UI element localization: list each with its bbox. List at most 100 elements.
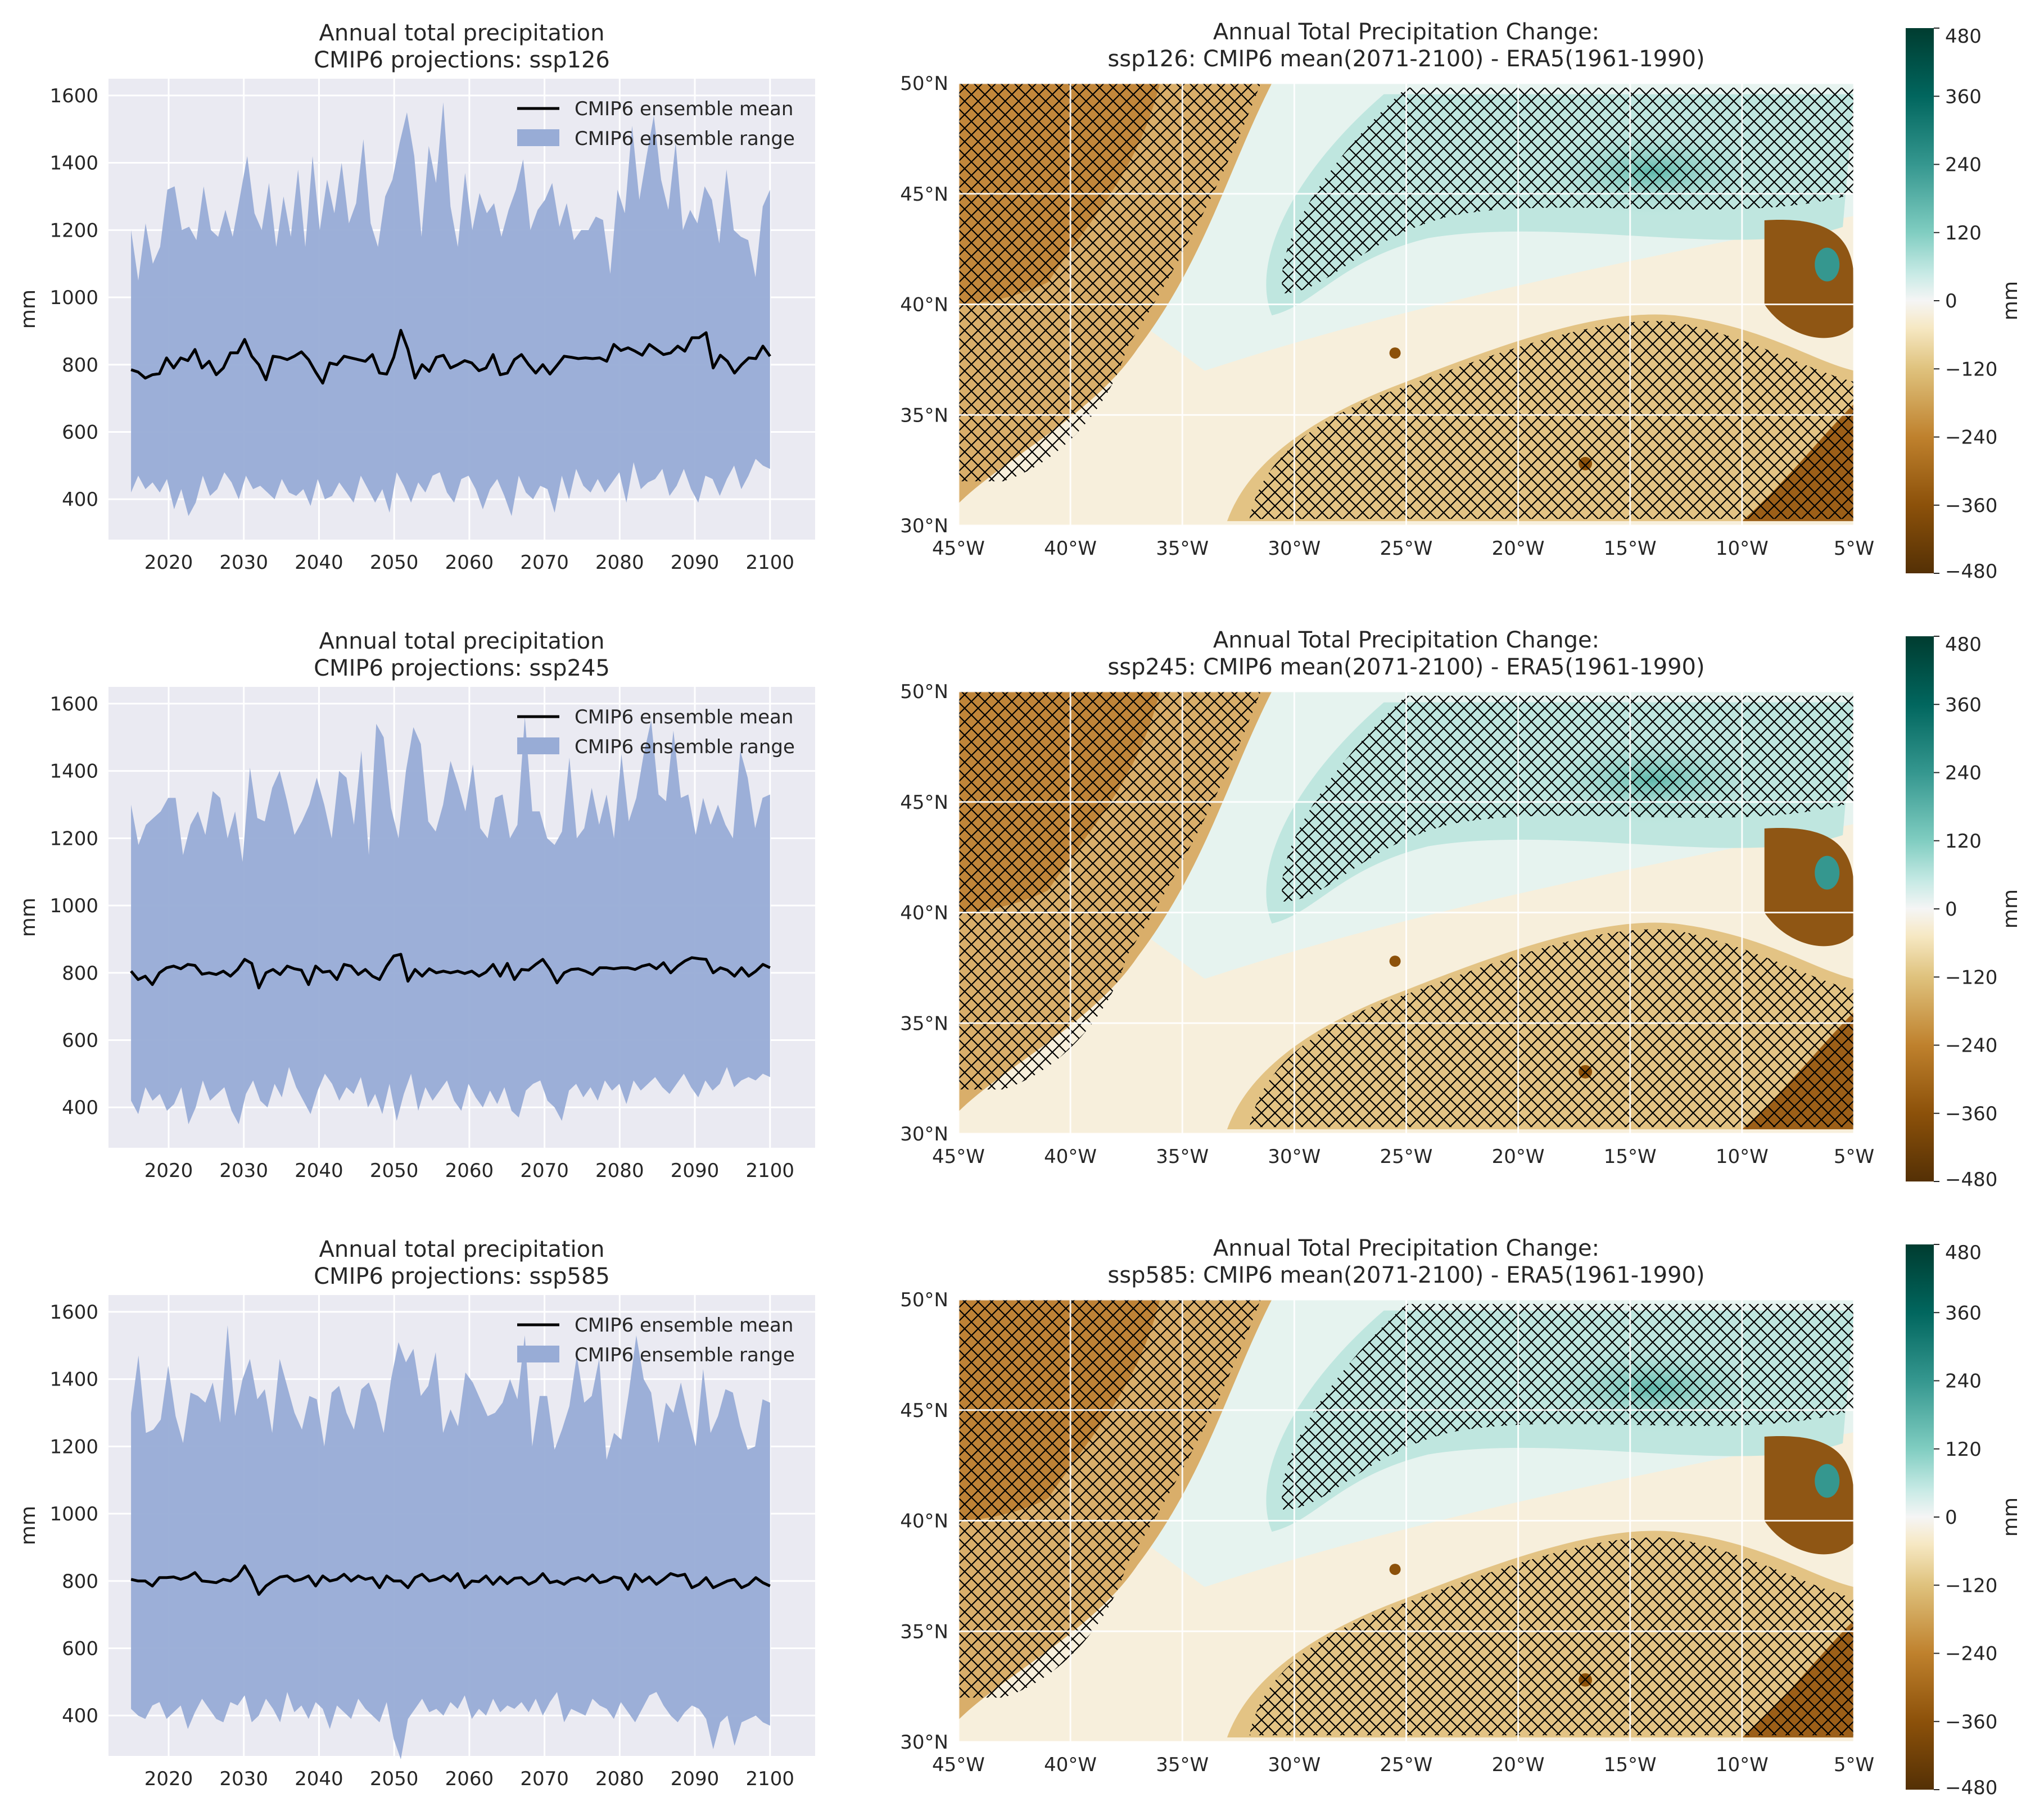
y-axis-label: mm <box>17 289 40 329</box>
colorbar-tick-label: −480 <box>1945 1169 1997 1191</box>
legend-range-label: CMIP6 ensemble range <box>575 1344 795 1366</box>
lon-tick-label: 35°W <box>1156 1754 1209 1776</box>
colorbar-gradient <box>1906 28 1934 573</box>
panel-subtitle: CMIP6 projections: ssp245 <box>314 655 610 681</box>
colorbar-tick-label: −480 <box>1945 1777 1997 1799</box>
y-tick-label: 600 <box>62 421 98 443</box>
colorbar-gradient <box>1906 636 1934 1181</box>
lon-tick-label: 35°W <box>1156 1146 1209 1168</box>
south-significance-hatch <box>1249 1537 1854 1736</box>
y-axis-label: mm <box>17 898 40 937</box>
ensemble-range-band <box>131 1325 770 1759</box>
legend-range-swatch <box>517 129 559 146</box>
colorbar: 480 360 240 120 0 −120 −240 −360 −480 mm <box>1906 25 2022 583</box>
ensemble-range-band <box>131 717 770 1125</box>
y-tick-label: 800 <box>62 962 98 985</box>
lon-tick-label: 25°W <box>1380 1754 1433 1776</box>
lon-tick-label: 15°W <box>1604 1146 1657 1168</box>
y-tick-label: 1000 <box>49 895 98 917</box>
x-tick-label: 2030 <box>219 1160 268 1182</box>
colorbar-label: mm <box>1999 1497 2022 1537</box>
x-tick-label: 2070 <box>520 551 569 574</box>
colorbar-tick-label: 120 <box>1945 830 1982 853</box>
y-tick-label: 1000 <box>49 1503 98 1525</box>
panel-title: Annual total precipitation <box>319 1237 605 1262</box>
y-tick-label: 400 <box>62 1097 98 1119</box>
legend-mean-label: CMIP6 ensemble mean <box>575 706 793 728</box>
map-panel-ssp126: 45°W 40°W 35°W 30°W 25°W 20°W 15°W 10°W 5°W 30°N 3… <box>900 19 2022 583</box>
x-tick-label: 2030 <box>219 1768 268 1790</box>
lon-tick-label: 5°W <box>1834 1146 1874 1168</box>
x-tick-label: 2100 <box>746 1768 795 1790</box>
lat-tick-label: 45°N <box>900 791 948 814</box>
x-tick-label: 2020 <box>144 551 193 574</box>
legend: CMIP6 ensemble mean CMIP6 ensemble range <box>517 98 795 150</box>
lon-tick-label: 30°W <box>1268 1146 1321 1168</box>
lon-tick-label: 20°W <box>1492 1146 1545 1168</box>
lon-tick-label: 45°W <box>932 1146 985 1168</box>
lat-tick-label: 30°N <box>900 1123 948 1146</box>
y-tick-label: 800 <box>62 354 98 377</box>
y-tick-label: 1200 <box>49 1436 98 1458</box>
nw-significance-hatch <box>958 691 1261 1090</box>
map-subtitle: ssp585: CMIP6 mean(2071-2100) - ERA5(196… <box>1107 1262 1704 1288</box>
lat-tick-label: 40°N <box>900 294 948 316</box>
colorbar-gradient <box>1906 1244 1934 1790</box>
colorbar-tick-label: −360 <box>1945 1103 1997 1125</box>
colorbar-tick-label: −360 <box>1945 1711 1997 1733</box>
colorbar: 480 360 240 120 0 −120 −240 −360 −480 mm <box>1906 1242 2022 1799</box>
lon-tick-label: 15°W <box>1604 1754 1657 1776</box>
lon-tick-label: 10°W <box>1716 1146 1769 1168</box>
colorbar-tick-label: −240 <box>1945 1035 1997 1057</box>
line-panel-ssp126: 2020 2030 2040 2050 2060 2070 2080 2090 2100 400 6… <box>17 20 815 574</box>
panel-title: Annual total precipitation <box>319 20 605 46</box>
colorbar-tick-label: 240 <box>1945 154 1982 176</box>
colorbar-tick-label: −120 <box>1945 966 1997 989</box>
lon-tick-label: 35°W <box>1156 537 1209 560</box>
map-panel-ssp585: 45°W 40°W 35°W 30°W 25°W 20°W 15°W 10°W 5°W 30°N 3… <box>900 1235 2022 1799</box>
lon-tick-label: 25°W <box>1380 537 1433 560</box>
y-tick-label: 1400 <box>49 152 98 175</box>
lon-tick-label: 40°W <box>1044 1146 1097 1168</box>
x-tick-label: 2050 <box>370 551 419 574</box>
y-tick-label: 1400 <box>49 1369 98 1391</box>
x-tick-label: 2080 <box>595 1160 644 1182</box>
lon-tick-label: 45°W <box>932 537 985 560</box>
lat-tick-label: 40°N <box>900 1510 948 1533</box>
legend: CMIP6 ensemble mean CMIP6 ensemble range <box>517 706 795 758</box>
north-significance-hatch <box>1282 695 1854 902</box>
lat-tick-label: 45°N <box>900 183 948 206</box>
lat-tick-label: 35°N <box>900 1620 948 1643</box>
y-axis-label: mm <box>17 1506 40 1545</box>
colorbar-tick-label: 360 <box>1945 1302 1982 1324</box>
y-tick-label: 1400 <box>49 760 98 783</box>
colorbar: 480 360 240 120 0 −120 −240 −360 −480 mm <box>1906 633 2022 1191</box>
south-significance-hatch <box>1249 929 1854 1128</box>
x-tick-label: 2040 <box>295 551 343 574</box>
lon-tick-label: 25°W <box>1380 1146 1433 1168</box>
south-significance-hatch <box>1249 321 1854 519</box>
lat-tick-label: 30°N <box>900 1731 948 1754</box>
lon-tick-label: 40°W <box>1044 537 1097 560</box>
line-panel-ssp245: 2020 2030 2040 2050 2060 2070 2080 2090 2100 400 6… <box>17 628 815 1182</box>
y-tick-label: 1600 <box>49 693 98 716</box>
y-tick-label: 1600 <box>49 85 98 107</box>
x-tick-label: 2020 <box>144 1768 193 1790</box>
x-tick-label: 2040 <box>295 1768 343 1790</box>
x-tick-label: 2090 <box>671 1160 720 1182</box>
panel-title: Annual total precipitation <box>319 628 605 654</box>
lon-tick-label: 15°W <box>1604 537 1657 560</box>
colorbar-label: mm <box>1999 281 2022 320</box>
x-tick-label: 2060 <box>445 1160 494 1182</box>
x-tick-label: 2060 <box>445 1768 494 1790</box>
azores-dot <box>1389 347 1401 359</box>
y-tick-label: 1200 <box>49 219 98 242</box>
y-tick-label: 1200 <box>49 827 98 850</box>
colorbar-tick-label: 360 <box>1945 694 1982 716</box>
x-tick-label: 2040 <box>295 1160 343 1182</box>
coastal-wet-spot <box>1815 1464 1840 1498</box>
map-panel-ssp245: 45°W 40°W 35°W 30°W 25°W 20°W 15°W 10°W 5°W 30°N 3… <box>900 627 2022 1191</box>
x-tick-label: 2030 <box>219 551 268 574</box>
map-title: Annual Total Precipitation Change: <box>1213 1235 1599 1261</box>
lat-tick-label: 30°N <box>900 515 948 537</box>
